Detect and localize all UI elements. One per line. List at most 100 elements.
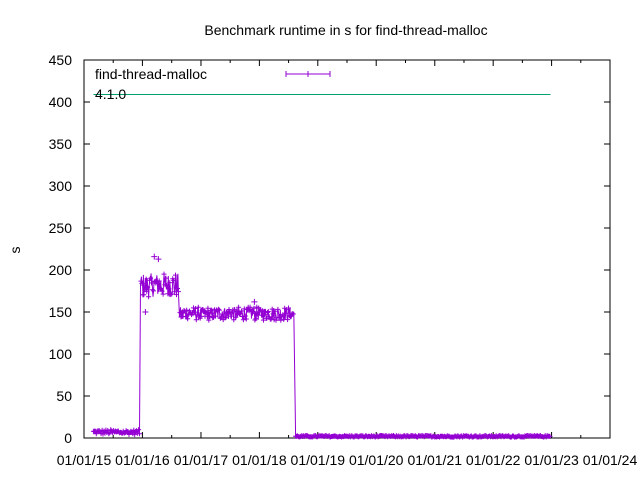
legend-label-find-thread-malloc: find-thread-malloc: [95, 66, 207, 82]
chart-title: Benchmark runtime in s for find-thread-m…: [204, 22, 487, 38]
data-point-marker: [273, 317, 279, 323]
data-point-marker: [175, 289, 181, 295]
data-point-marker: [204, 310, 210, 316]
data-point-marker: [278, 317, 284, 323]
data-point-marker: [270, 311, 276, 317]
y-tick-label: 150: [49, 304, 73, 320]
legend-label-4-1-0: 4.1.0: [95, 86, 126, 102]
x-tick-label: 01/01/19: [291, 452, 346, 468]
outlier-point-marker: [142, 309, 149, 315]
data-point-marker: [240, 317, 246, 323]
outlier-point-marker: [155, 256, 162, 263]
x-tick-label: 01/01/20: [349, 452, 404, 468]
data-point-marker: [269, 306, 275, 312]
y-axis-ticks: 0 50 100 150 200 250 300 350 400 450: [49, 52, 610, 446]
data-point-marker: [209, 310, 215, 316]
y-axis-label: s: [7, 247, 23, 254]
y-tick-label: 400: [49, 94, 73, 110]
data-point-marker: [158, 286, 164, 291]
data-point-marker: [280, 312, 286, 318]
data-point-marker: [265, 309, 271, 314]
data-point-marker: [215, 306, 221, 312]
x-tick-label: 01/01/18: [232, 452, 287, 468]
data-point-marker: [283, 310, 289, 316]
y-tick-label: 250: [49, 220, 73, 236]
y-tick-label: 200: [49, 262, 73, 278]
data-point-marker: [287, 313, 293, 319]
data-point-marker: [222, 315, 228, 321]
data-point-marker: [268, 316, 274, 322]
y-tick-label: 350: [49, 136, 73, 152]
data-point-marker: [145, 284, 151, 290]
data-point-marker: [195, 304, 201, 310]
outlier-point-marker: [151, 253, 158, 260]
data-point-marker: [164, 283, 170, 289]
data-point-marker: [238, 310, 243, 316]
x-tick-label: 01/01/24: [583, 452, 638, 468]
y-tick-label: 100: [49, 346, 73, 362]
data-point-marker: [159, 288, 165, 294]
data-point-marker: [207, 314, 213, 319]
data-point-marker: [290, 311, 296, 317]
data-point-marker: [263, 315, 269, 321]
data-point-marker: [224, 311, 230, 317]
data-point-marker: [106, 431, 112, 437]
data-point-marker: [191, 309, 197, 315]
data-point-marker: [171, 277, 177, 283]
data-point-marker: [167, 280, 173, 286]
data-point-marker: [174, 292, 179, 298]
data-point-marker: [192, 306, 198, 311]
y-tick-label: 300: [49, 178, 73, 194]
data-point-marker: [149, 280, 154, 286]
data-point-marker: [286, 305, 291, 311]
data-point-marker: [139, 280, 145, 286]
x-tick-label: 01/01/23: [524, 452, 579, 468]
data-point-marker: [138, 278, 144, 284]
data-point-marker: [236, 304, 242, 310]
y-tick-label: 0: [64, 430, 72, 446]
data-point-marker: [229, 310, 235, 315]
data-point-marker: [173, 272, 178, 278]
series-line-find-thread-malloc: [92, 273, 551, 439]
data-point-marker: [142, 283, 148, 289]
data-point-marker: [93, 431, 99, 437]
data-point-marker: [237, 311, 242, 317]
data-point-marker: [141, 292, 147, 298]
data-point-marker: [146, 294, 152, 300]
data-point-marker: [285, 317, 291, 323]
x-tick-label: 01/01/22: [466, 452, 521, 468]
data-point-marker: [239, 308, 244, 314]
data-point-marker: [251, 305, 257, 311]
data-point-marker: [108, 427, 114, 433]
data-point-marker: [272, 308, 278, 314]
data-point-marker: [241, 306, 247, 312]
data-point-marker: [150, 287, 155, 293]
data-point-marker: [168, 292, 174, 298]
data-point-marker: [242, 313, 248, 319]
data-point-marker: [221, 309, 227, 315]
data-point-marker: [231, 317, 237, 323]
data-point-marker: [253, 316, 259, 322]
data-point-marker: [213, 313, 218, 319]
y-tick-label: 450: [49, 52, 73, 68]
data-point-marker: [156, 278, 162, 284]
data-point-marker: [228, 313, 234, 319]
x-tick-label: 01/01/15: [57, 452, 112, 468]
data-point-marker: [243, 316, 249, 322]
legend: find-thread-malloc 4.1.0: [95, 66, 331, 102]
data-point-marker: [121, 430, 127, 436]
data-point-marker: [166, 286, 172, 292]
data-point-marker: [547, 433, 553, 439]
data-point-marker: [175, 286, 180, 291]
data-point-marker: [223, 314, 229, 320]
x-tick-label: 01/01/17: [174, 452, 229, 468]
data-point-marker: [160, 291, 166, 297]
data-point-marker: [148, 275, 154, 281]
data-point-marker: [260, 308, 266, 314]
data-point-marker: [144, 288, 150, 294]
data-point-marker: [216, 307, 222, 313]
x-tick-label: 01/01/21: [408, 452, 463, 468]
data-point-marker: [250, 308, 256, 314]
data-point-marker: [275, 306, 281, 312]
